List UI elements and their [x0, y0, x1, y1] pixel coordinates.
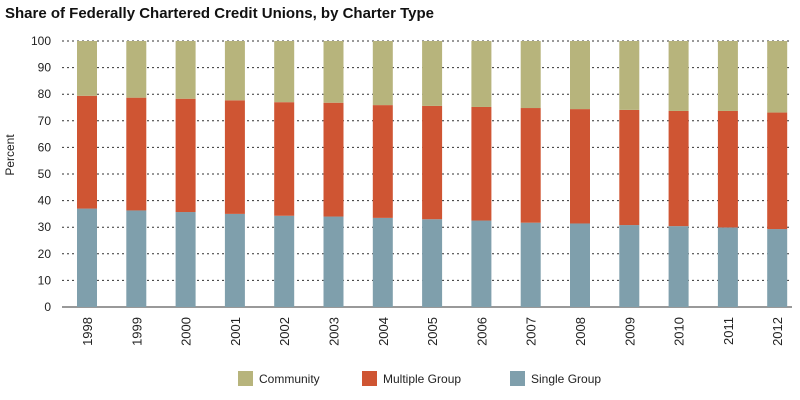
bar-community-2009 [619, 41, 640, 110]
bar-single-group-2005 [422, 219, 443, 307]
bar-multiple-group-2006 [471, 106, 492, 221]
bar-multiple-group-2001 [224, 100, 245, 214]
x-tick-label: 2008 [573, 317, 588, 346]
bar-single-group-2006 [471, 220, 492, 307]
y-tick-label: 0 [44, 300, 51, 314]
bar-community-2002 [274, 41, 295, 103]
bar-multiple-group-2011 [717, 110, 738, 228]
bar-single-group-1998 [77, 208, 97, 307]
x-tick-label: 2012 [770, 317, 785, 346]
bar-single-group-2001 [224, 213, 245, 307]
bar-single-group-2011 [717, 227, 738, 307]
x-tick-label: 2006 [474, 317, 489, 346]
legend-entry: Multiple Group [383, 372, 461, 386]
bar-multiple-group-1999 [126, 97, 147, 211]
x-tick-label: 1999 [129, 317, 144, 346]
bars [77, 41, 788, 307]
x-tick-label: 2005 [425, 317, 440, 346]
bar-multiple-group-2004 [372, 105, 393, 218]
y-tick-label: 80 [38, 87, 52, 101]
y-tick-label: 100 [31, 34, 51, 48]
bar-multiple-group-2007 [520, 108, 541, 223]
bar-single-group-2003 [323, 216, 344, 307]
x-tick-label: 2002 [277, 317, 292, 346]
y-tick-label: 30 [38, 220, 52, 234]
bar-community-2004 [372, 41, 393, 106]
bar-single-group-1999 [126, 210, 147, 307]
legend-swatch [362, 371, 377, 386]
x-tick-label: 2003 [327, 317, 342, 346]
bar-community-2008 [570, 41, 590, 110]
bar-single-group-2000 [175, 212, 196, 307]
bar-community-2007 [520, 41, 541, 109]
bar-multiple-group-2002 [274, 102, 295, 216]
y-tick-label: 40 [38, 194, 52, 208]
legend-entry: Community [259, 372, 320, 386]
legend: Community Multiple Group Single Group [238, 371, 601, 386]
bar-single-group-2012 [767, 229, 788, 307]
legend-swatch [510, 371, 525, 386]
bar-community-2000 [175, 41, 196, 99]
bar-community-2012 [767, 41, 788, 113]
x-tick-label: 2010 [672, 317, 687, 346]
bar-community-2003 [323, 41, 344, 103]
bar-single-group-2002 [274, 215, 295, 307]
bar-multiple-group-2010 [668, 110, 689, 227]
x-tick-label: 1998 [80, 317, 95, 346]
y-axis-label: Percent [3, 134, 17, 176]
bar-single-group-2007 [520, 222, 541, 307]
y-tick-label: 50 [38, 167, 52, 181]
legend-swatch [238, 371, 253, 386]
x-tick-label: 2000 [179, 317, 194, 346]
x-tick-label: 2007 [524, 317, 539, 346]
bar-community-2006 [471, 41, 492, 107]
bar-single-group-2009 [619, 225, 640, 307]
bar-multiple-group-2005 [422, 105, 443, 220]
y-tick-labels: 0 10 20 30 40 50 60 70 80 90 100 [31, 34, 51, 314]
y-tick-label: 10 [38, 273, 52, 287]
x-tick-label: 2009 [622, 317, 637, 346]
bar-community-1998 [77, 41, 97, 96]
bar-multiple-group-2003 [323, 102, 344, 217]
y-tick-label: 90 [38, 61, 52, 75]
y-tick-label: 60 [38, 140, 52, 154]
y-tick-label: 20 [38, 247, 52, 261]
x-tick-label: 2004 [376, 317, 391, 346]
bar-single-group-2008 [570, 223, 590, 307]
bar-community-2005 [422, 41, 443, 106]
bar-community-2011 [717, 41, 738, 111]
y-tick-label: 70 [38, 114, 52, 128]
legend-entry: Single Group [531, 372, 601, 386]
x-tick-label: 2011 [721, 317, 736, 345]
bar-multiple-group-2012 [767, 112, 788, 230]
bar-multiple-group-2009 [619, 109, 640, 226]
bar-community-2001 [224, 41, 245, 101]
chart-title: Share of Federally Chartered Credit Unio… [5, 5, 434, 22]
bar-multiple-group-2008 [570, 109, 590, 224]
x-tick-label: 2001 [228, 317, 243, 346]
bar-multiple-group-1998 [77, 95, 97, 209]
bar-single-group-2004 [372, 217, 393, 307]
x-tick-labels: 1998 1999 2000 2001 2002 2003 2004 2005 2006 2007… [80, 317, 785, 346]
bar-community-1999 [126, 41, 147, 98]
bar-multiple-group-2000 [175, 98, 196, 213]
bar-community-2010 [668, 41, 689, 111]
bar-single-group-2010 [668, 226, 689, 307]
